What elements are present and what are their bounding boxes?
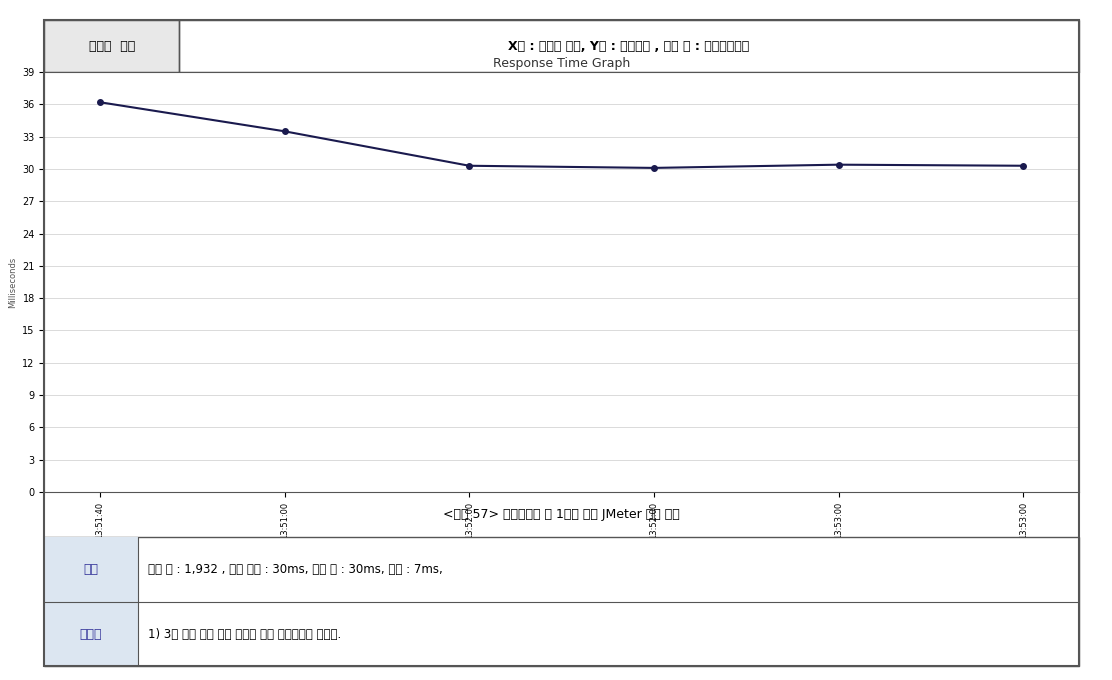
Legend: HTTP Request: HTTP Request (513, 646, 610, 664)
Text: 시사점: 시사점 (80, 628, 102, 641)
FancyBboxPatch shape (44, 537, 1079, 666)
Text: 샘플 수 : 1,932 , 평균 속도 : 30ms, 중앙 값 : 30ms, 편차 : 7ms,: 샘플 수 : 1,932 , 평균 속도 : 30ms, 중앙 값 : 30ms… (148, 563, 443, 576)
Text: X축 : 테스트 시간, Y축 : 응답시간 , 흑색 선 : 평균응답시간: X축 : 테스트 시간, Y축 : 응답시간 , 흑색 선 : 평균응답시간 (508, 39, 749, 53)
Text: <그림 57> 동시접속자 수 1명일 경우 JMeter 측정 화면: <그림 57> 동시접속자 수 1명일 경우 JMeter 측정 화면 (444, 508, 679, 521)
Y-axis label: Milliseconds: Milliseconds (8, 256, 17, 307)
Text: 그래프  설명: 그래프 설명 (89, 39, 135, 53)
Text: 결과: 결과 (83, 563, 99, 576)
FancyBboxPatch shape (44, 537, 138, 602)
Text: 1) 3건 조회 시와 거의 동일한 평균 응답속도를 보인다.: 1) 3건 조회 시와 거의 동일한 평균 응답속도를 보인다. (148, 628, 341, 641)
FancyBboxPatch shape (44, 602, 138, 666)
Title: Response Time Graph: Response Time Graph (493, 56, 631, 69)
FancyBboxPatch shape (44, 20, 1079, 72)
FancyBboxPatch shape (44, 20, 179, 72)
